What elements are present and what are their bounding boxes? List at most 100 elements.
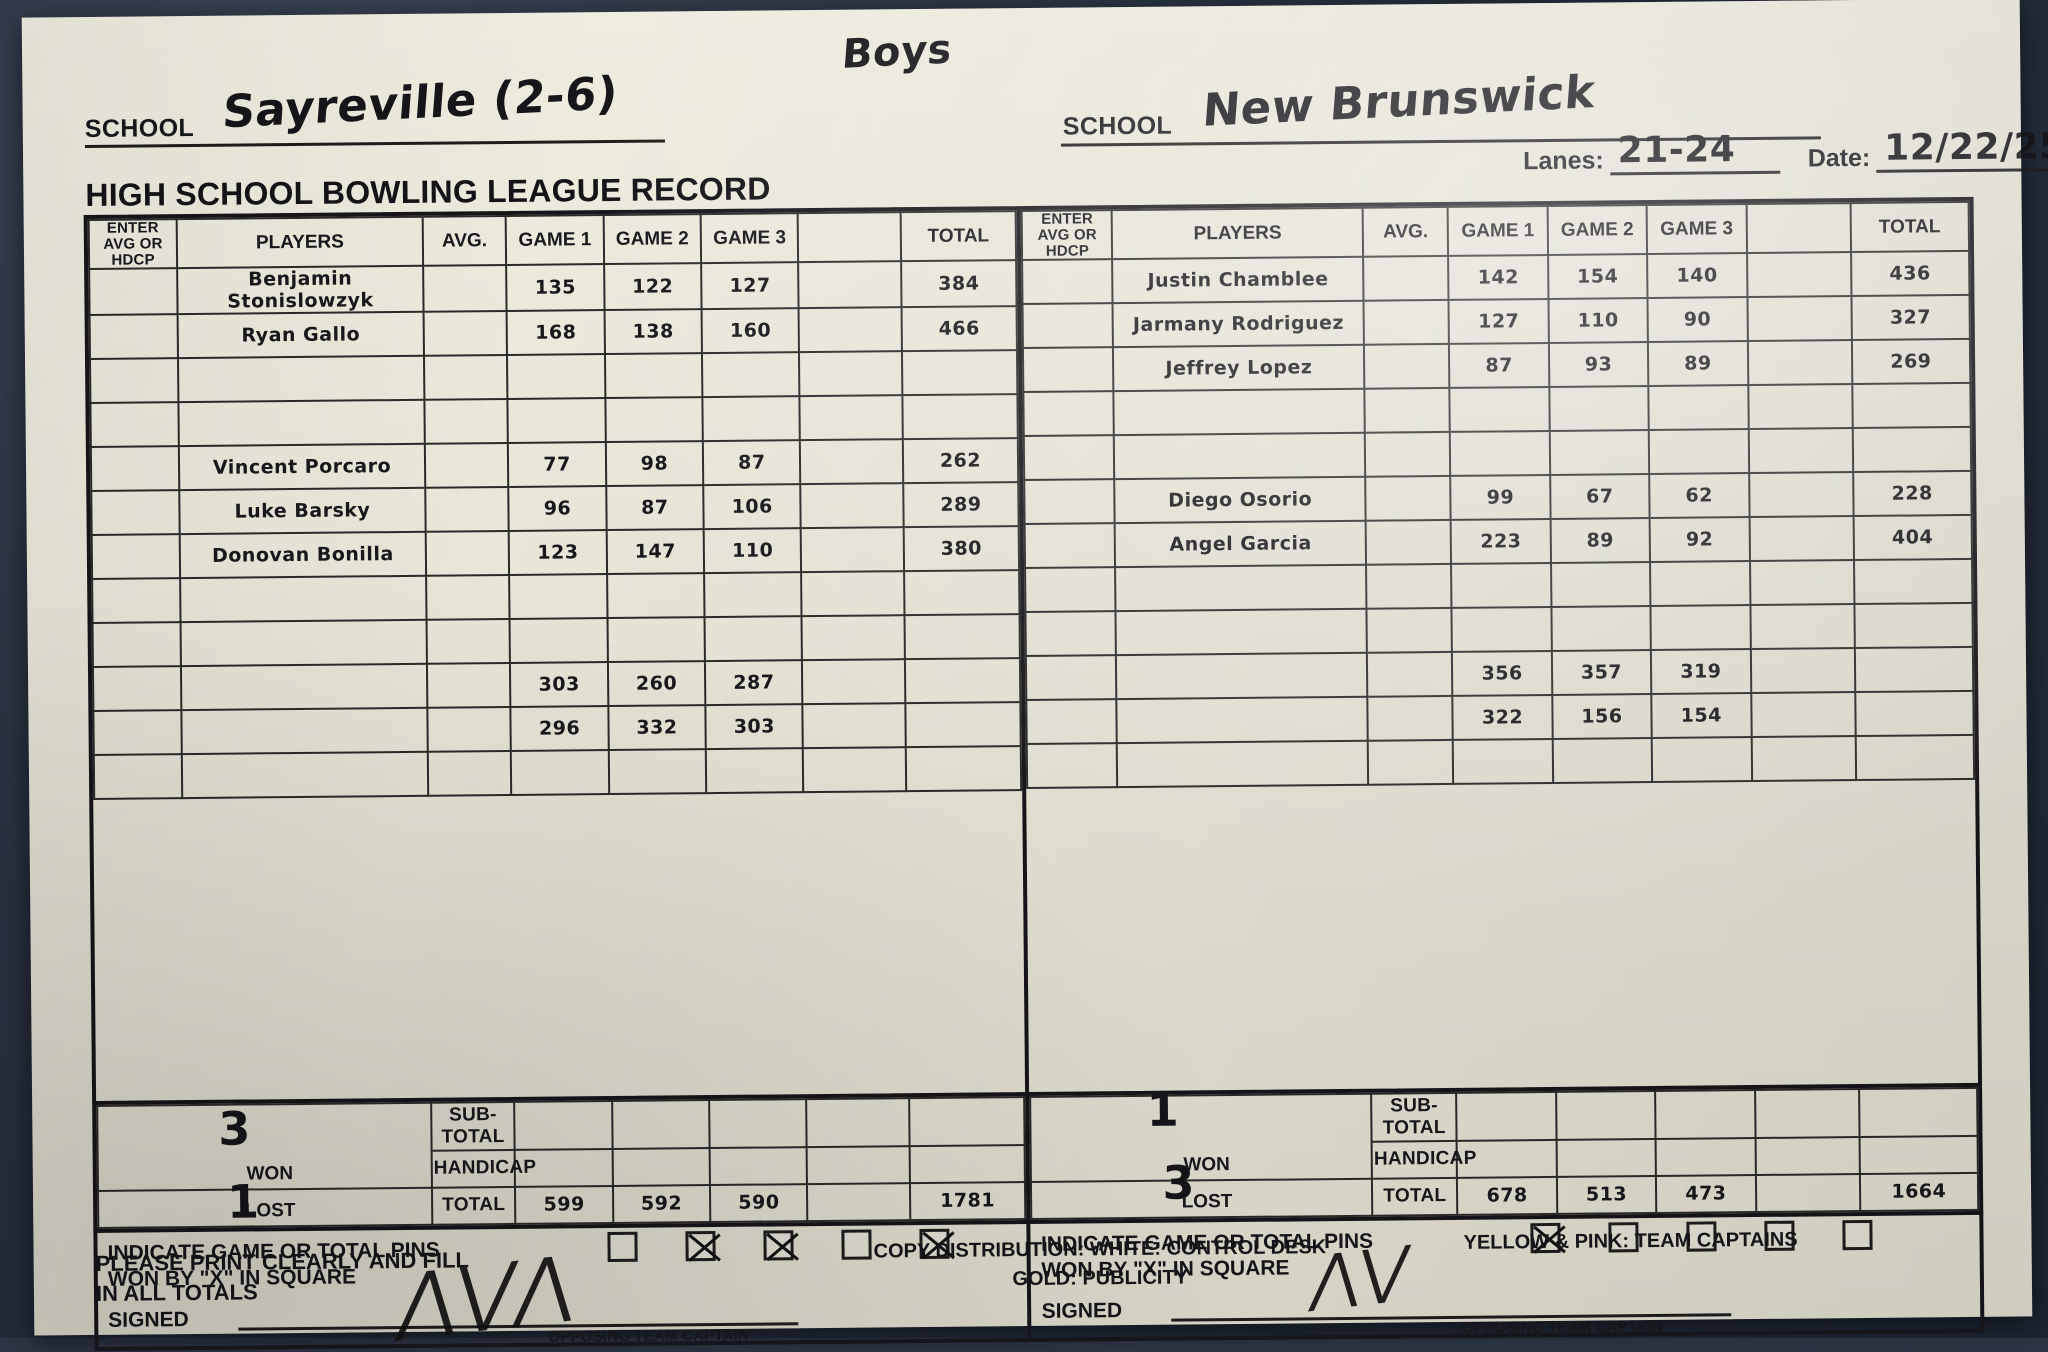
cell-game2 [1552, 738, 1653, 784]
cell-avg [427, 751, 512, 797]
cell-hdcp [1027, 743, 1118, 789]
cell-game1: 96 [508, 486, 607, 532]
cell-blank [1747, 384, 1853, 430]
cell-hdcp [1024, 435, 1115, 481]
cell-player: Luke Barsky [179, 488, 426, 535]
cell-player: Justin Chamblee [1112, 257, 1364, 304]
won-cell: WON 3 [97, 1101, 432, 1191]
cell-game3 [702, 396, 801, 442]
cell-hdcp [1026, 699, 1118, 745]
cell-game1: 123 [509, 530, 607, 576]
win-checkbox-4[interactable] [841, 1229, 872, 1260]
opposing-captain-label-right: OPPOSING TEAM CAPTAIN [1461, 1317, 1663, 1337]
totals-block: WON 3 SUB-TOTAL HANDICAP [92, 1083, 1984, 1233]
subtotal-label: SUB-TOTAL [1371, 1092, 1457, 1142]
subtotal-g3 [709, 1099, 808, 1149]
cell-total: 466 [901, 306, 1018, 352]
grand-total-row: LOST 1 TOTAL 599 592 590 1781 [97, 1174, 1026, 1229]
signed-label-right: SIGNED [1041, 1299, 1123, 1323]
cell-game2: 260 [607, 661, 706, 707]
cell-total [904, 702, 1022, 748]
score-table-right: ENTER AVG OR HDCP PLAYERS AVG. GAME 1 GA… [1021, 201, 1975, 789]
cell-game3 [704, 616, 803, 662]
grand-total-total: 1781 [909, 1181, 1026, 1221]
cell-player [178, 356, 425, 403]
cell-game2: 154 [1547, 254, 1648, 300]
cell-game2 [1550, 562, 1651, 608]
score-table-left: ENTER AVG OR HDCP PLAYERS AVG. GAME 1 GA… [88, 210, 1023, 800]
table-head-right: ENTER AVG OR HDCP PLAYERS AVG. GAME 1 GA… [1022, 201, 1970, 261]
cell-avg [425, 575, 510, 621]
team-panel-right: ENTER AVG OR HDCP PLAYERS AVG. GAME 1 GA… [1021, 201, 1978, 1092]
cell-game1: 322 [1452, 695, 1553, 741]
cell-player [178, 400, 425, 447]
win-checkbox-5[interactable] [1842, 1219, 1874, 1251]
cell-player: Jarmany Rodriguez [1112, 301, 1365, 348]
cell-avg [423, 265, 507, 313]
cell-blank [799, 307, 902, 353]
cell-game1 [1451, 607, 1552, 653]
cell-game1: 223 [1450, 519, 1551, 565]
grand-total-g1: 599 [515, 1185, 614, 1224]
signed-label-left: SIGNED [108, 1308, 189, 1332]
cell-total [1851, 383, 1971, 429]
totals-panel-right: WON 1 SUB-TOTAL HANDICAP [1030, 1083, 1980, 1220]
cell-blank [1748, 428, 1853, 474]
cell-game2: 156 [1552, 694, 1652, 740]
cell-avg [1364, 344, 1450, 389]
table-body-right: Justin Chamblee 142 154 140 436 Jarmany Rodri… [1022, 251, 1975, 789]
cell-blank [801, 571, 904, 617]
handicap-g3 [709, 1147, 808, 1185]
date-value: 12/22/25 [1875, 125, 2048, 173]
cell-blank [798, 261, 902, 309]
cell-total [1854, 603, 1973, 649]
win-checkbox-2[interactable] [685, 1231, 716, 1262]
cell-avg [426, 663, 511, 709]
subtotal-label: SUB-TOTAL [431, 1101, 515, 1151]
totals-table-left: WON 3 SUB-TOTAL HANDICAP [96, 1096, 1027, 1229]
won-cell: WON 1 [1030, 1083, 1373, 1182]
cell-game2 [607, 617, 706, 663]
cell-game1: 296 [510, 706, 609, 752]
cell-avg [1366, 564, 1452, 609]
cell-blank [799, 395, 903, 441]
table-row [93, 746, 1022, 800]
cell-game2 [605, 397, 703, 443]
lost-value: 3 [1162, 1155, 1196, 1210]
cell-player [1115, 564, 1367, 612]
grand-total-g1: 678 [1457, 1176, 1558, 1215]
subtotal-g2 [611, 1100, 710, 1150]
cell-game1 [1450, 431, 1550, 477]
col-avg: AVG. [422, 215, 507, 267]
cell-game3: 89 [1648, 341, 1748, 387]
win-checkbox-1[interactable] [607, 1231, 638, 1263]
cell-hdcp [89, 314, 179, 360]
cell-player: Diego Osorio [1114, 476, 1366, 524]
cell-avg [423, 355, 508, 401]
cell-total [1855, 735, 1975, 781]
cell-blank [802, 659, 905, 705]
cell-avg [1365, 476, 1451, 521]
header-row: ENTER AVG OR HDCP PLAYERS AVG. GAME 1 GA… [88, 211, 1017, 270]
col-hdcp: ENTER AVG OR HDCP [1022, 210, 1113, 261]
cell-game2: 110 [1548, 298, 1649, 344]
cell-game3: 319 [1650, 649, 1751, 695]
cell-game3: 92 [1649, 517, 1750, 563]
cell-total [901, 394, 1019, 440]
cell-game2: 122 [603, 263, 702, 311]
cell-game2 [1551, 606, 1651, 652]
cell-total [1854, 691, 1974, 737]
handicap-blank [1755, 1137, 1860, 1175]
cell-game3: 110 [703, 528, 802, 574]
cell-game1: 168 [506, 310, 605, 356]
cell-game3: 106 [703, 484, 802, 530]
cell-hdcp [1025, 611, 1117, 657]
cell-player [1114, 432, 1366, 480]
cell-game3: 303 [705, 704, 804, 750]
cell-avg [424, 443, 509, 489]
cell-total: 404 [1853, 515, 1972, 561]
lost-cell: LOST 1 [97, 1174, 433, 1229]
table-body-left: Benjamin Stonislowzyk 135 122 127 384 Ryan Ga… [89, 260, 1022, 800]
date-label: Date: [1807, 143, 1871, 173]
win-checkbox-3[interactable] [763, 1230, 794, 1261]
